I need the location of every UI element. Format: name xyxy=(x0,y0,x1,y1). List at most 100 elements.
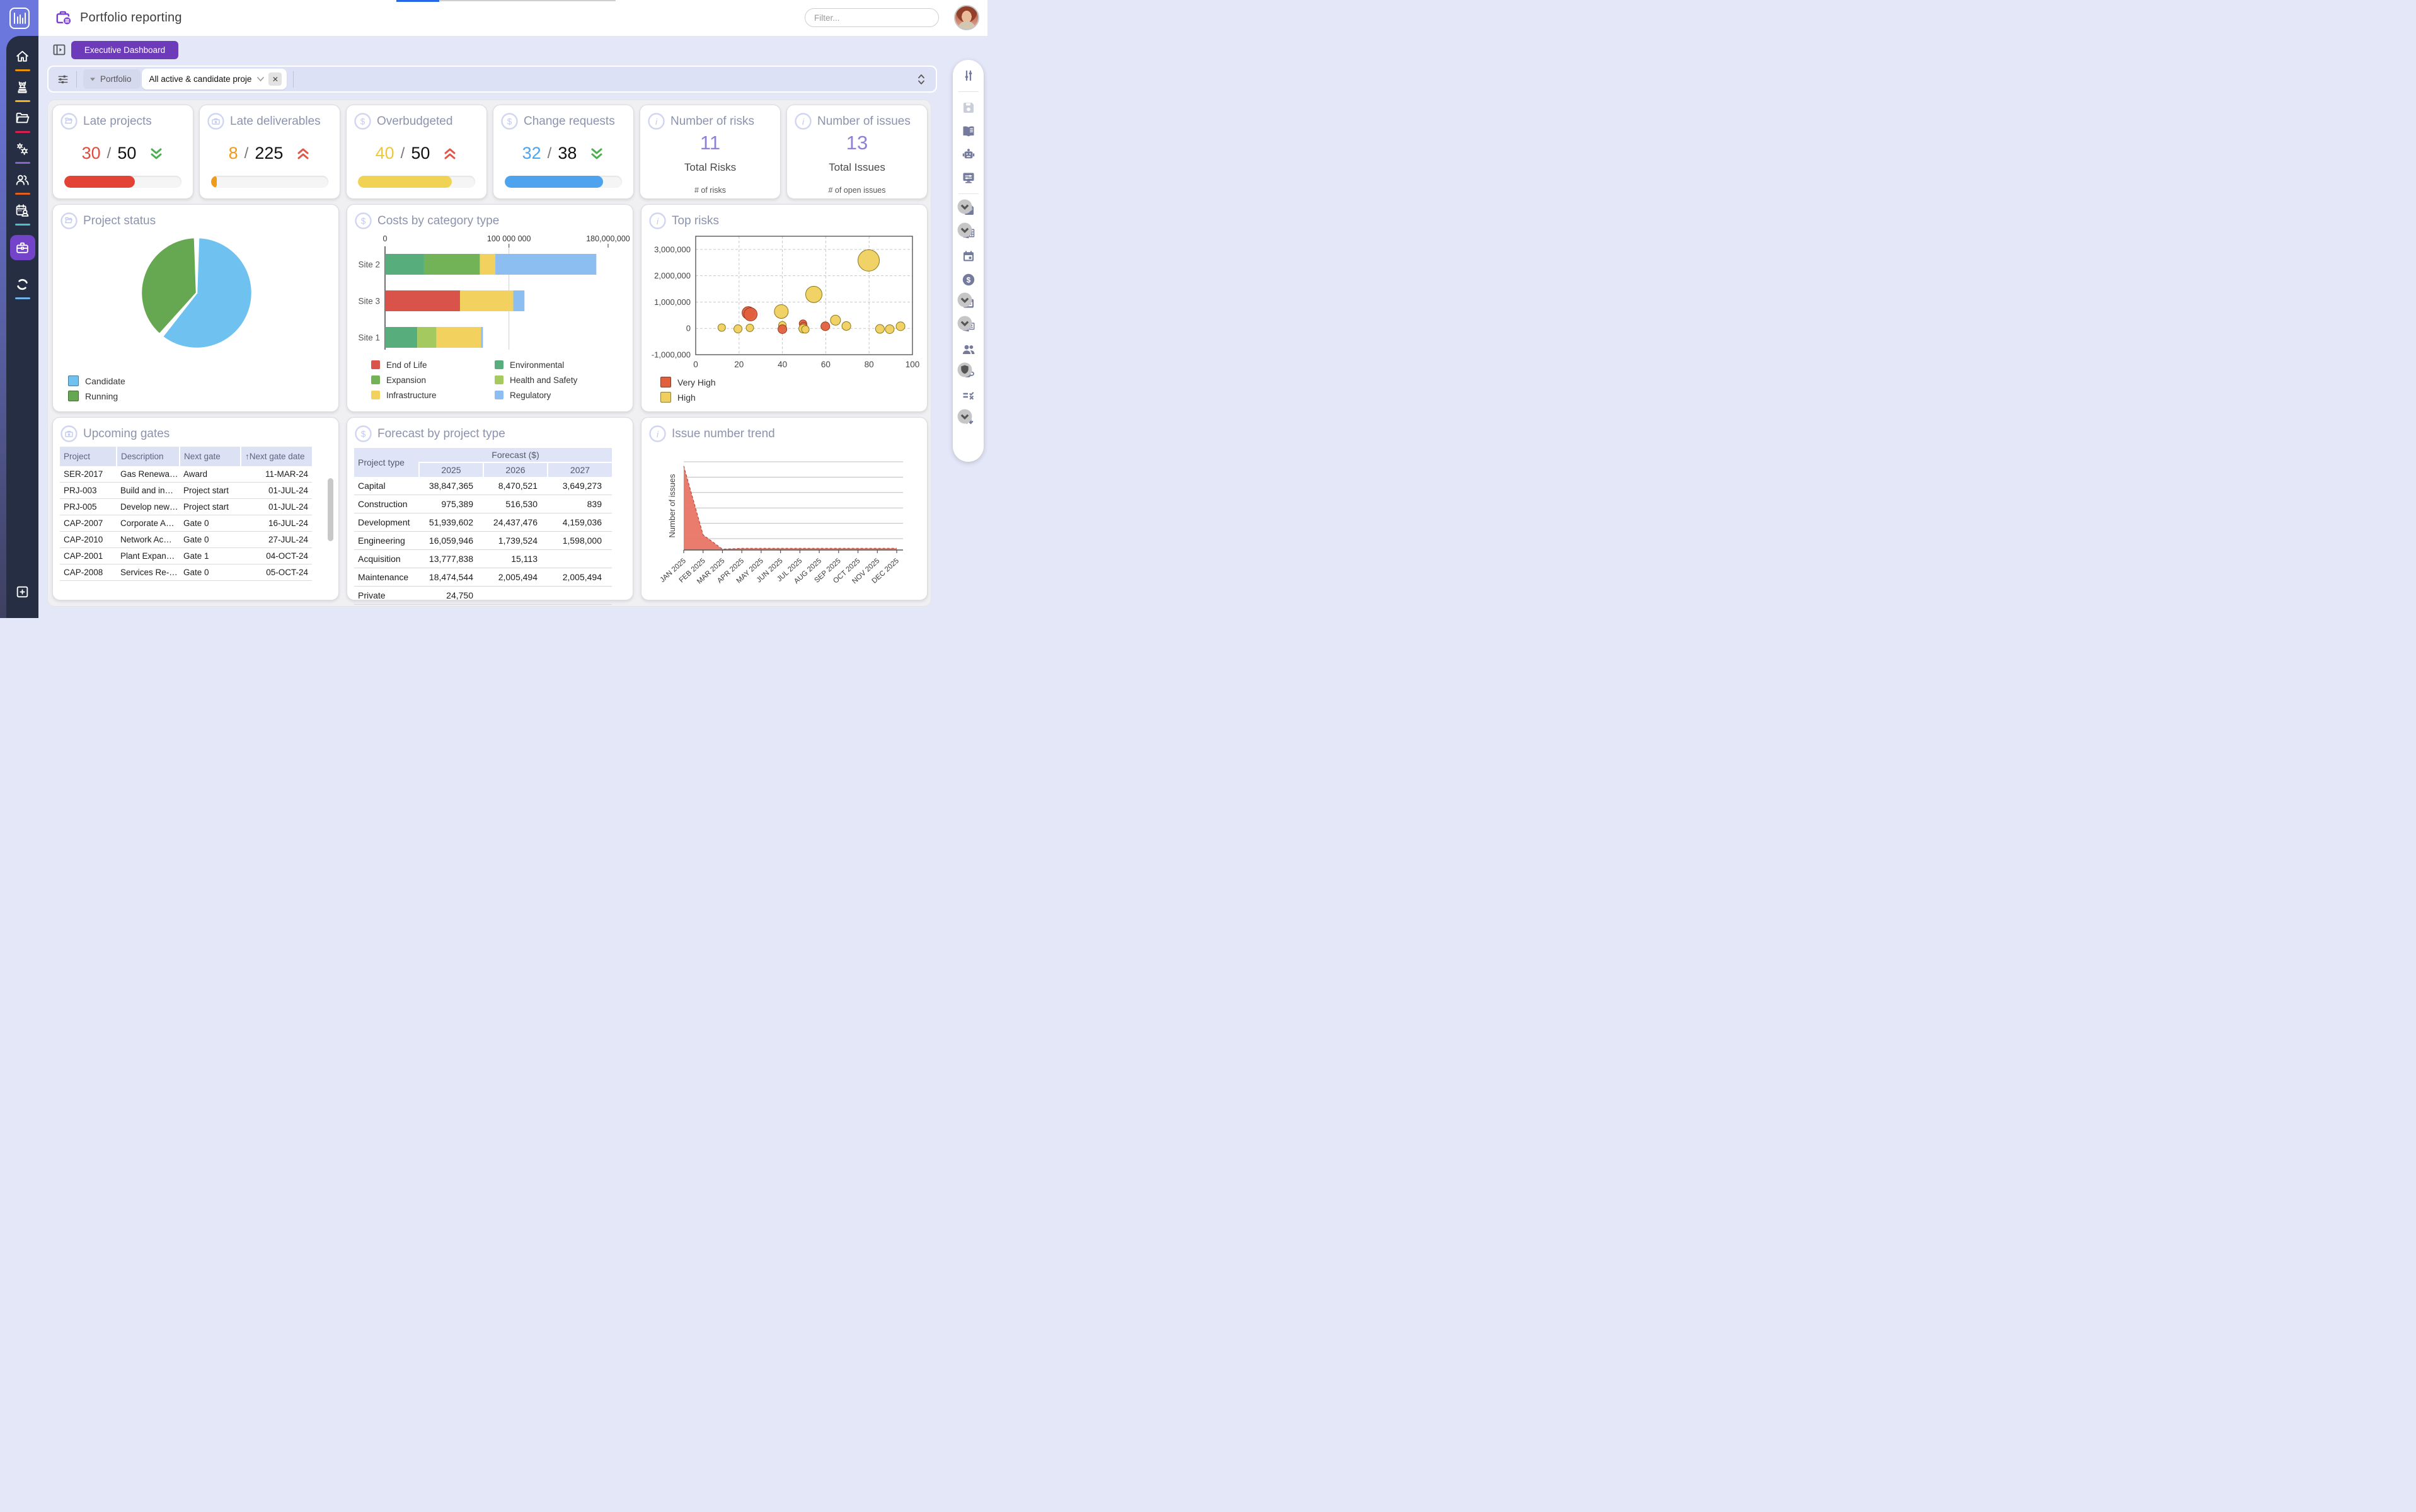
legend-item[interactable]: Running xyxy=(68,391,125,401)
toolbar-save-button[interactable] xyxy=(961,100,976,115)
column-header-next-gate-date[interactable]: ↑Next gate date xyxy=(240,447,312,466)
legend-label: Candidate xyxy=(85,375,125,386)
table-row[interactable]: Capital 38,847,365 8,470,521 3,649,273 xyxy=(354,477,612,495)
portfolio-briefcase-icon xyxy=(56,11,72,26)
forecast-card: $ Forecast by project type Project type … xyxy=(347,417,633,605)
column-header-next-gate[interactable]: Next gate xyxy=(179,447,241,466)
portfolio-filter-chip[interactable]: All active & candidate proje ✕ xyxy=(141,69,287,89)
sidebar-item-processes[interactable] xyxy=(14,141,30,164)
legend-item[interactable]: Candidate xyxy=(68,375,125,386)
risk-bubble xyxy=(841,321,851,331)
toolbar-export-excel-button[interactable]: X xyxy=(957,222,976,241)
toolbar-robot-button[interactable] xyxy=(961,147,976,162)
table-scrollbar[interactable] xyxy=(328,478,333,541)
table-cell: Develop new… xyxy=(117,498,180,515)
toolbar-book-button[interactable] xyxy=(961,123,976,139)
legend-item[interactable]: End of Life xyxy=(371,357,491,372)
kpi-progress-track xyxy=(357,176,476,188)
toolbar-monitor-settings-button[interactable] xyxy=(961,170,976,185)
sidebar-item-add-new[interactable] xyxy=(14,584,30,607)
toolbar-dollar-circle-button[interactable]: $ xyxy=(961,272,976,287)
toolbar-checklist-button[interactable] xyxy=(961,389,976,404)
kpi-caption: # of risks xyxy=(694,186,726,195)
legend-item[interactable]: Infrastructure xyxy=(371,387,491,403)
table-row[interactable]: Private 24,750 xyxy=(354,586,612,605)
column-header-project-type[interactable]: Project type xyxy=(354,448,419,477)
column-header-description[interactable]: Description xyxy=(116,447,180,466)
sidebar-item-projects[interactable] xyxy=(14,110,30,133)
legend-item[interactable]: Very High xyxy=(660,377,716,387)
table-row[interactable]: PRJ-005 Develop new… Project start 01-JUL-2… xyxy=(60,498,312,515)
portfolio-filter-field[interactable]: Portfolio xyxy=(83,69,141,89)
table-row[interactable]: Development 51,939,602 24,437,476 4,159,036 xyxy=(354,513,612,532)
legend-item[interactable]: Regulatory xyxy=(495,387,621,403)
filter-input[interactable] xyxy=(805,8,939,27)
bar-segment-regulatory xyxy=(495,254,597,275)
column-header-2027[interactable]: 2027 xyxy=(547,462,612,477)
toolbar-calendar-button[interactable] xyxy=(961,249,976,264)
costs-stacked-bar-chart[interactable]: 0 100 000 000 180,000,000 Site 2 Site 3 Site … xyxy=(348,232,632,352)
top-header: Portfolio reporting xyxy=(0,0,987,36)
svg-text:Site 3: Site 3 xyxy=(358,297,380,306)
legend-label: End of Life xyxy=(386,360,427,370)
toolbar-adjust-sliders-button[interactable] xyxy=(961,68,976,83)
table-row[interactable]: Maintenance 18,474,544 2,005,494 2,005,494 xyxy=(354,568,612,587)
briefcase-icon xyxy=(207,113,224,130)
toolbar-team-button[interactable] xyxy=(961,342,976,357)
table-row[interactable]: CAP-2007 Corporate A… Gate 0 16-JUL-24 xyxy=(60,515,312,532)
sidebar-item-lifecycle[interactable] xyxy=(14,277,30,299)
project-status-pie-chart[interactable] xyxy=(137,235,256,355)
table-row[interactable]: CAP-2008 Services Re-… Gate 0 05-OCT-24 xyxy=(60,564,312,581)
legend-item[interactable]: Health and Safety xyxy=(495,372,621,387)
kpi-card-number-of-risks[interactable]: i Number of risks 11 Total Risks # of ri… xyxy=(640,105,781,199)
sidebar-item-strategy[interactable] xyxy=(14,79,30,102)
sidebar-item-people[interactable] xyxy=(14,172,30,195)
chevron-down-badge-icon xyxy=(957,292,972,307)
shield-badge-icon xyxy=(957,362,972,377)
chevron-down-icon[interactable] xyxy=(256,76,265,82)
kpi-card-overbudgeted[interactable]: $ Overbudgeted 40 / 50 xyxy=(346,105,487,199)
sidebar-item-portfolio[interactable] xyxy=(9,234,35,268)
svg-text:0: 0 xyxy=(693,360,698,369)
table-cell: 2,005,494 xyxy=(548,568,612,587)
pie-slice-running xyxy=(140,236,198,336)
toolbar-calendar-options-button[interactable] xyxy=(957,292,976,311)
sidebar-item-home[interactable] xyxy=(14,49,30,71)
table-row[interactable]: PRJ-003 Build and in… Project start 01-JUL-… xyxy=(60,482,312,499)
legend-item[interactable]: Expansion xyxy=(371,372,491,387)
svg-text:60: 60 xyxy=(821,360,831,369)
remove-filter-button[interactable]: ✕ xyxy=(268,72,282,86)
filter-sliders-icon[interactable] xyxy=(56,72,70,86)
table-cell: Network Ac… xyxy=(117,531,180,548)
table-cell: 516,530 xyxy=(483,495,548,513)
column-header-2026[interactable]: 2026 xyxy=(483,462,548,477)
kpi-card-number-of-issues[interactable]: i Number of issues 13 Total Issues # of … xyxy=(786,105,928,199)
table-row[interactable]: Engineering 16,059,946 1,739,524 1,598,000 xyxy=(354,531,612,550)
kpi-card-change-requests[interactable]: $ Change requests 32 / 38 xyxy=(493,105,634,199)
kpi-card-late-projects[interactable]: Late projects 30 / 50 xyxy=(52,105,193,199)
table-cell xyxy=(483,586,548,605)
toolbar-sort-arrows-button[interactable] xyxy=(957,409,976,427)
kpi-card-late-deliverables[interactable]: Late deliverables 8 / 225 xyxy=(199,105,340,199)
column-header-2025[interactable]: 2025 xyxy=(418,462,483,477)
table-row[interactable]: Acquisition 13,777,838 15,113 xyxy=(354,549,612,568)
table-row[interactable]: CAP-2001 Plant Expan… Gate 1 04-OCT-24 xyxy=(60,547,312,564)
collapse-expand-spinner-icon[interactable] xyxy=(916,72,927,87)
table-row[interactable]: Construction 975,389 516,530 839 xyxy=(354,495,612,513)
executive-dashboard-button[interactable]: Executive Dashboard xyxy=(71,41,178,59)
table-row[interactable]: SER-2017 Gas Renewa… Award 11-MAR-24 xyxy=(60,466,312,483)
user-avatar[interactable] xyxy=(954,5,979,30)
chevron-down-icon xyxy=(90,77,95,81)
legend-item[interactable]: Environmental xyxy=(495,357,621,372)
sidebar-item-resource-planning[interactable] xyxy=(14,203,30,226)
toolbar-export-pdf-button[interactable]: PDF xyxy=(957,199,976,217)
toolbar-coffee-shield-button[interactable] xyxy=(957,362,976,381)
column-header-project[interactable]: Project xyxy=(60,447,117,466)
legend-item[interactable]: High xyxy=(660,392,716,403)
table-row[interactable]: CAP-2010 Network Ac… Gate 0 27-JUL-24 xyxy=(60,531,312,548)
expand-panel-icon[interactable] xyxy=(52,42,67,58)
toolbar-export-powerpoint-button[interactable]: P xyxy=(957,316,976,334)
app-logo[interactable] xyxy=(0,0,38,36)
